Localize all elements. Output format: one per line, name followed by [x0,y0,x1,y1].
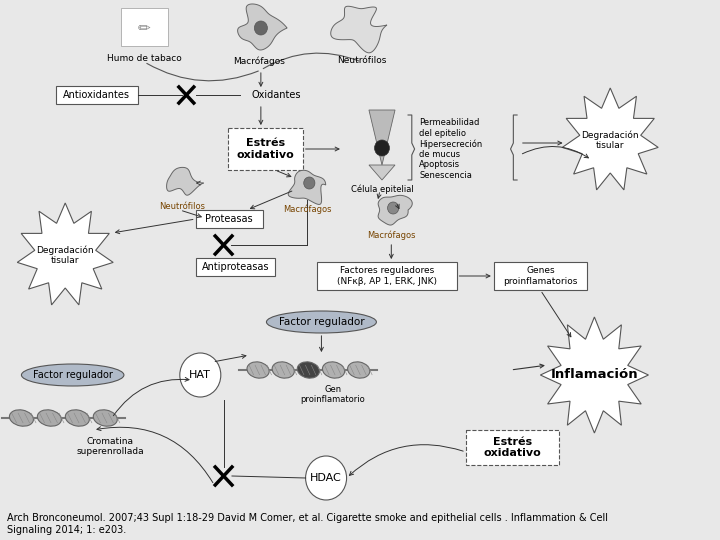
FancyBboxPatch shape [121,8,168,46]
FancyBboxPatch shape [494,262,587,290]
Ellipse shape [22,364,124,386]
Text: Neutrófilos: Neutrófilos [337,56,386,65]
Circle shape [387,202,399,214]
Text: Humo de tabaco: Humo de tabaco [107,54,181,63]
Polygon shape [369,110,395,165]
Ellipse shape [272,362,294,378]
Ellipse shape [323,362,345,378]
Text: Factores reguladores
(NFκβ, AP 1, ERK, JNK): Factores reguladores (NFκβ, AP 1, ERK, J… [337,266,436,286]
Polygon shape [17,203,113,305]
FancyBboxPatch shape [196,210,263,228]
FancyBboxPatch shape [228,128,303,170]
Polygon shape [541,317,649,433]
Circle shape [304,177,315,189]
Polygon shape [330,6,387,53]
Text: Proteasas: Proteasas [205,214,253,224]
Text: Célula epitelial: Célula epitelial [351,185,413,194]
Text: Gen
proinflamatorio: Gen proinflamatorio [300,385,365,404]
Ellipse shape [94,410,117,426]
Text: Cromatina
superenrollada: Cromatina superenrollada [76,437,144,456]
Polygon shape [166,167,204,195]
Text: Oxidantes: Oxidantes [251,90,301,100]
Text: Macrófagos: Macrófagos [367,230,415,240]
Text: Factor regulador: Factor regulador [279,317,364,327]
FancyBboxPatch shape [466,430,559,465]
Text: Degradación
tisular: Degradación tisular [37,245,94,265]
Text: Macrófagos: Macrófagos [283,205,332,214]
Text: ✏: ✏ [138,21,150,36]
Ellipse shape [297,362,320,378]
Text: Inflamación: Inflamación [551,368,638,381]
Text: Arch Bronconeumol. 2007;43 Supl 1:18-29 David M Comer, et al. Cigarette smoke an: Arch Bronconeumol. 2007;43 Supl 1:18-29 … [7,513,608,523]
Text: Estrés
oxidativo: Estrés oxidativo [237,138,294,160]
FancyBboxPatch shape [196,258,275,276]
Text: Antioxidantes: Antioxidantes [63,90,130,100]
Ellipse shape [266,311,377,333]
Text: Antiproteasas: Antiproteasas [202,262,269,272]
Text: HAT: HAT [189,370,211,380]
Polygon shape [369,165,395,180]
Ellipse shape [348,362,370,378]
Ellipse shape [247,362,269,378]
Polygon shape [378,195,413,225]
Text: Genes
proinflamatorios: Genes proinflamatorios [503,266,577,286]
FancyBboxPatch shape [317,262,456,290]
Ellipse shape [37,410,61,426]
Text: Estrés
oxidativo: Estrés oxidativo [484,437,541,458]
Polygon shape [562,88,658,190]
Ellipse shape [9,410,33,426]
Text: Factor regulador: Factor regulador [32,370,112,380]
Ellipse shape [66,410,89,426]
Circle shape [374,140,390,156]
Text: Degradación
tisular: Degradación tisular [582,130,639,150]
Circle shape [254,21,267,35]
Text: Neutrófilos: Neutrófilos [158,202,204,211]
Polygon shape [238,4,287,50]
Text: HDAC: HDAC [310,473,342,483]
Text: Signaling 2014; 1: e203.: Signaling 2014; 1: e203. [7,525,127,535]
Text: Macrófagos: Macrófagos [233,56,285,65]
FancyBboxPatch shape [56,86,138,104]
Text: Permeabilidad
del epitelio
Hipersecreción
de mucus
Apoptosis
Senescencia: Permeabilidad del epitelio Hipersecreció… [419,118,482,180]
Circle shape [305,456,346,500]
Circle shape [180,353,221,397]
Polygon shape [288,170,325,205]
